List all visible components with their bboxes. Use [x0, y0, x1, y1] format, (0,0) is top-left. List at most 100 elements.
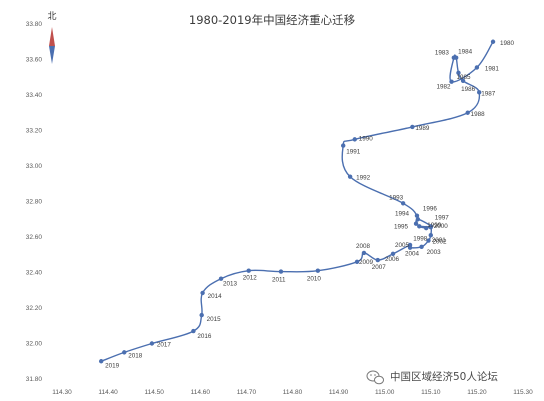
data-label: 2006: [385, 256, 400, 263]
data-point: [341, 143, 346, 148]
series-line: [100, 41, 494, 362]
data-point: [456, 70, 461, 76]
data-point: [354, 259, 360, 265]
y-tick-label: 32.60: [26, 234, 43, 241]
y-tick-label: 33.60: [26, 57, 43, 64]
x-tick-label: 115.30: [513, 389, 533, 396]
data-point: [415, 217, 421, 222]
data-label: 2019: [105, 362, 120, 369]
data-point: [410, 124, 415, 130]
data-label: 1994: [395, 211, 410, 218]
data-label: 2008: [356, 243, 371, 250]
data-point: [419, 244, 424, 249]
data-label: 1987: [481, 90, 496, 97]
data-label: 1997: [435, 214, 450, 221]
data-point: [400, 201, 406, 206]
data-label: 2002: [432, 239, 447, 246]
y-tick-label: 32.80: [26, 199, 43, 206]
y-tick-label: 33.20: [26, 128, 43, 135]
data-label: 2018: [128, 352, 143, 359]
data-label: 2013: [223, 281, 238, 288]
data-label: 2011: [272, 277, 286, 284]
data-point: [375, 257, 380, 263]
data-label: 2012: [243, 275, 258, 282]
axes: 33.80 33.60 33.40 33.20 33.00 32.80 32.60 32.40…: [26, 21, 533, 396]
y-tick-label: 33.00: [26, 163, 43, 170]
data-label: 1981: [485, 65, 500, 72]
data-label: 1988: [471, 111, 486, 118]
x-tick-label: 114.50: [144, 389, 164, 396]
data-label: 2005: [395, 242, 410, 249]
data-point: [200, 290, 205, 296]
data-label: 1999: [427, 222, 442, 229]
data-label: 2004: [405, 251, 420, 258]
data-label: 1990: [359, 135, 374, 142]
data-label: 2003: [427, 249, 442, 256]
data-label: 2015: [207, 316, 222, 323]
data-label: 1991: [346, 149, 361, 156]
data-point: [423, 225, 429, 231]
x-tick-label: 114.70: [237, 389, 257, 396]
y-tick-label: 33.40: [26, 92, 43, 99]
data-label: 1998: [413, 235, 428, 242]
data-point: [407, 242, 413, 248]
data-point: [477, 90, 482, 95]
data-label: 1989: [415, 125, 430, 132]
chart-title: 1980-2019年中国经济重心迁移: [189, 13, 356, 27]
watermark: 中国区域经济50人论坛: [366, 370, 498, 385]
data-label: 2010: [307, 276, 322, 283]
data-label: 2014: [208, 293, 223, 300]
y-tick-label: 33.80: [26, 21, 43, 28]
data-label: 1996: [423, 205, 438, 212]
data-point: [449, 79, 454, 84]
wechat-icon: [366, 370, 384, 385]
x-tick-label: 115.20: [467, 389, 487, 396]
data-point: [474, 65, 480, 70]
north-arrow-lower: [49, 46, 55, 64]
x-tick-label: 114.30: [52, 389, 72, 396]
data-point: [490, 39, 496, 44]
data-label: 1986: [461, 86, 476, 93]
x-tick-label: 114.60: [191, 389, 211, 396]
y-tick-label: 31.80: [26, 376, 43, 383]
data-point: [246, 268, 251, 273]
data-point: [428, 225, 433, 230]
data-point: [218, 276, 224, 281]
x-tick-label: 114.90: [329, 389, 349, 396]
north-label: 北: [47, 11, 56, 22]
north-arrow: 北: [47, 11, 57, 64]
data-label: 1984: [458, 49, 473, 56]
data-point: [149, 341, 155, 346]
data-point: [460, 78, 466, 84]
data-label: 1982: [437, 84, 452, 91]
data-label: 1985: [456, 74, 471, 81]
data-point: [417, 224, 422, 229]
data-point: [361, 250, 367, 256]
data-label: 2016: [197, 333, 212, 340]
data-point: [191, 328, 196, 334]
data-point: [98, 359, 104, 364]
data-points-layer: [98, 39, 496, 364]
data-point: [414, 213, 420, 218]
data-label: 2007: [372, 264, 387, 271]
series-line-layer: [100, 41, 494, 362]
data-label: 1980: [500, 40, 515, 47]
x-tick-label: 115.00: [375, 389, 395, 396]
data-point: [278, 269, 284, 274]
data-label: 1995: [394, 224, 409, 231]
data-point: [390, 251, 396, 257]
y-tick-label: 32.20: [26, 305, 43, 312]
data-point: [413, 221, 419, 226]
data-point: [199, 312, 204, 318]
data-labels-layer: 1980 1981 1982 1983 1984 1985 1986 1987 1988 1989…: [105, 40, 514, 370]
north-arrow-upper: [49, 27, 55, 46]
data-label: 1983: [435, 50, 450, 57]
x-tick-label: 115.10: [421, 389, 441, 396]
data-point: [426, 238, 431, 243]
data-label: 2009: [359, 259, 374, 266]
data-point: [122, 350, 127, 355]
data-point: [465, 110, 470, 115]
y-tick-label: 32.40: [26, 270, 43, 277]
data-label: 2017: [157, 342, 172, 349]
